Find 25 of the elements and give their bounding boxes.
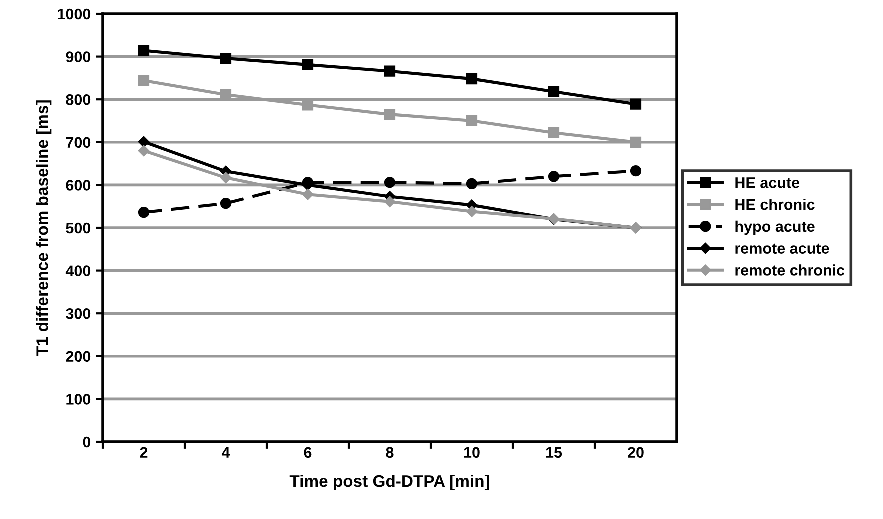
legend-label: hypo acute	[736, 220, 815, 236]
y-tick-label: 300	[66, 308, 91, 320]
y-tick-label: 700	[66, 137, 91, 148]
y-tick-label: 400	[66, 266, 91, 276]
y-tick-label: 200	[66, 351, 91, 362]
legend-label: HE acute	[736, 178, 800, 188]
y-tick-label: 100	[66, 394, 91, 405]
x-axis-title: Time post Gd-DTPA [min]	[290, 474, 490, 491]
y-tick-label: 600	[66, 180, 91, 191]
y-tick-label: 800	[66, 94, 91, 106]
x-tick-label: 6	[304, 447, 312, 458]
x-tick-label: 8	[386, 447, 394, 458]
x-tick-label: 20	[628, 447, 644, 458]
x-tick-label: 4	[222, 447, 230, 458]
y-tick-label: 0	[83, 436, 91, 448]
x-tick-label: 10	[464, 447, 480, 458]
x-tick-label: 2	[140, 447, 148, 458]
y-tick-label: 900	[66, 52, 91, 62]
y-tick-label: 500	[66, 222, 91, 234]
legend-label: remote chronic	[736, 264, 845, 276]
legend-label: remote acute	[736, 244, 830, 254]
legend-label: HE chronic	[736, 199, 815, 210]
x-tick-label: 15	[546, 447, 562, 458]
y-axis-title: T1 difference from baseline [ms]	[36, 100, 52, 356]
y-tick-label: 1000	[58, 8, 91, 20]
